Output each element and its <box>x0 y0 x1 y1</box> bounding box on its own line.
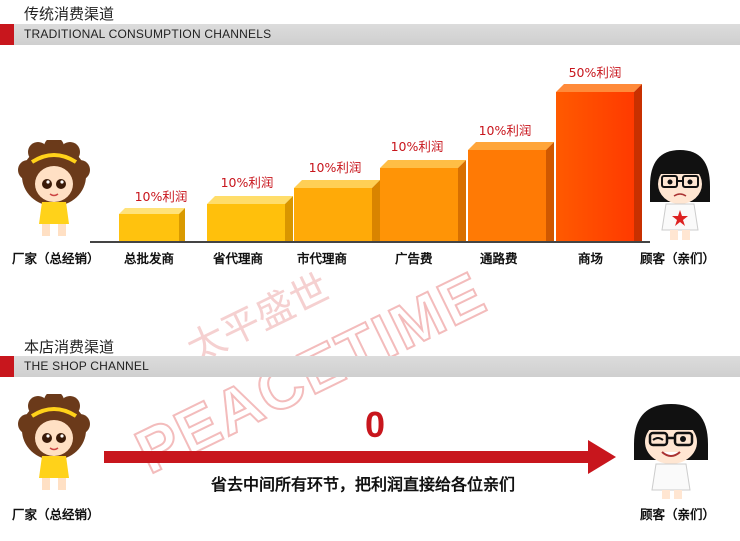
accent-block <box>0 356 14 377</box>
customer-character-illustration <box>640 146 720 242</box>
manufacturer-character-illustration-bottom <box>14 394 94 494</box>
zero-markup-value: 0 <box>364 404 386 445</box>
traditional-title-bar: TRADITIONAL CONSUMPTION CHANNELS <box>0 24 740 45</box>
markup-label-provincial: 10%利润 <box>220 175 274 190</box>
accent-block <box>0 24 14 45</box>
stage-label-city: 市代理商 <box>297 251 348 266</box>
markup-label-advertising: 10%利润 <box>390 139 444 154</box>
bar-city-agent <box>294 180 380 242</box>
shop-title-cn: 本店消费渠道 <box>24 338 115 356</box>
manufacturer-label-bottom: 厂家（总经销） <box>12 507 100 522</box>
chart-baseline <box>90 241 650 243</box>
markup-label-channel: 10%利润 <box>478 123 532 138</box>
bar-advertising <box>380 160 466 242</box>
stage-label-advertising: 广告费 <box>395 251 433 266</box>
manufacturer-label: 厂家（总经销） <box>12 251 100 266</box>
markup-label-mall: 50%利润 <box>568 65 622 80</box>
traditional-title-cn: 传统消费渠道 <box>24 5 115 23</box>
bar-channel-fee <box>468 142 554 242</box>
direct-channel-arrow <box>104 440 616 474</box>
shop-title-bar: THE SHOP CHANNEL <box>0 356 740 377</box>
direct-channel-description: 省去中间所有环节，把利润直接给各位亲们 <box>210 475 515 494</box>
markup-label-city: 10%利润 <box>308 160 362 175</box>
stage-label-wholesaler: 总批发商 <box>124 251 175 266</box>
stage-label-provincial: 省代理商 <box>213 251 264 266</box>
bar-mall <box>556 84 642 242</box>
bar-wholesaler <box>119 208 185 242</box>
traditional-title-en: TRADITIONAL CONSUMPTION CHANNELS <box>24 27 272 41</box>
markup-label-wholesaler: 10%利润 <box>134 189 188 204</box>
manufacturer-character-illustration <box>14 140 94 240</box>
stage-label-mall: 商场 <box>578 251 604 266</box>
bar-provincial-agent <box>207 196 293 242</box>
customer-label: 顾客（亲们） <box>640 251 716 266</box>
customer-character-illustration-bottom <box>626 400 716 500</box>
shop-title-en: THE SHOP CHANNEL <box>24 359 150 373</box>
stage-label-channel: 通路费 <box>480 251 518 266</box>
customer-label-bottom: 顾客（亲们） <box>640 507 716 522</box>
